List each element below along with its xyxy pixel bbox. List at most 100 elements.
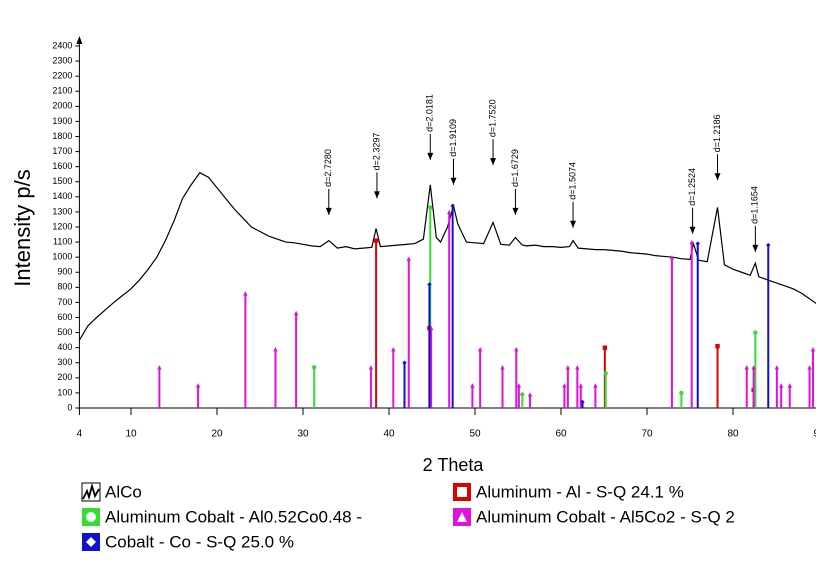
y-tick-label: 2400 xyxy=(52,40,72,50)
y-tick-label: 2200 xyxy=(52,71,72,81)
reference-marker xyxy=(428,205,433,210)
annotation-label: d=2.0181 xyxy=(425,94,435,132)
y-tick-label: 900 xyxy=(57,267,72,277)
x-axis-title: 2 Theta xyxy=(423,455,485,475)
y-tick-label: 0 xyxy=(67,402,72,412)
y-tick-label: 1300 xyxy=(52,206,72,216)
y-tick-label: 1100 xyxy=(53,236,72,246)
x-tick-label: 70 xyxy=(641,429,653,440)
reference-marker xyxy=(751,365,756,370)
y-tick-label: 1500 xyxy=(52,176,72,186)
y-tick-label: 2000 xyxy=(52,101,72,111)
reference-marker xyxy=(578,383,583,388)
reference-marker xyxy=(520,392,525,397)
annotation-label: d=2.7280 xyxy=(323,149,333,187)
x-tick-label: 10 xyxy=(125,429,137,440)
annotation-label: d=1.5074 xyxy=(567,162,577,200)
annotation-label: d=1.2524 xyxy=(687,168,697,206)
y-tick-label: 1600 xyxy=(52,161,72,171)
x-tick-label: 80 xyxy=(727,429,739,440)
reference-marker xyxy=(450,203,455,209)
y-tick-label: 1900 xyxy=(52,116,72,126)
y-tick-label: 2300 xyxy=(52,55,72,65)
legend-label: Aluminum Cobalt - Al0.52Co0.48 - xyxy=(105,507,362,526)
reference-marker xyxy=(689,239,694,245)
reference-marker xyxy=(293,310,299,316)
y-tick-label: 100 xyxy=(57,387,72,397)
reference-marker xyxy=(477,346,483,352)
y-tick-label: 1200 xyxy=(52,221,72,231)
annotation-label: d=2.3297 xyxy=(371,133,381,171)
reference-marker xyxy=(669,254,675,260)
reference-marker xyxy=(273,346,278,352)
y-tick-label: 1700 xyxy=(52,146,72,156)
annotation-label: d=1.2186 xyxy=(712,114,722,152)
annotation-arrowhead xyxy=(373,191,380,199)
reference-marker xyxy=(602,345,608,350)
reference-marker xyxy=(603,371,608,376)
annotation-arrowhead xyxy=(752,244,759,252)
y-tick-label: 1000 xyxy=(52,252,72,262)
annotation-label: d=1.1654 xyxy=(750,186,760,224)
y-tick-label: 300 xyxy=(57,357,72,367)
legend-label: AlCo xyxy=(105,482,142,501)
y-axis-title: Intensity p/s xyxy=(10,169,35,286)
annotation-label: d=1.6729 xyxy=(510,149,520,187)
reference-marker xyxy=(810,346,816,352)
reference-marker xyxy=(679,390,684,396)
y-tick-label: 1800 xyxy=(52,131,72,141)
reference-marker xyxy=(500,365,505,370)
reference-marker xyxy=(470,383,475,388)
x-tick-label: 40 xyxy=(383,429,395,440)
x-tick-label: 30 xyxy=(297,429,309,440)
annotation-arrowhead xyxy=(427,152,434,160)
reference-marker xyxy=(368,365,374,370)
legend-icon-symbol xyxy=(86,512,96,522)
reference-marker xyxy=(562,383,567,388)
reference-marker xyxy=(565,365,571,370)
y-tick-label: 700 xyxy=(57,297,72,307)
reference-marker xyxy=(715,343,720,349)
reference-marker xyxy=(695,241,700,246)
reference-marker xyxy=(391,346,396,352)
annotation-arrowhead xyxy=(325,207,332,215)
reference-marker xyxy=(516,383,522,388)
reference-marker xyxy=(311,365,317,370)
reference-marker xyxy=(778,383,784,388)
legend-label: Aluminum - Al - S-Q 24.1 % xyxy=(476,482,684,501)
annotation-arrowhead xyxy=(714,173,721,181)
x-tick-label: 50 xyxy=(469,429,481,440)
legend-icon-line xyxy=(82,482,100,501)
y-tick-label: 1400 xyxy=(52,191,72,201)
annotation-arrowhead xyxy=(512,207,519,215)
y-tick-label: 800 xyxy=(57,282,72,292)
legend-label: Cobalt - Co - S-Q 25.0 % xyxy=(105,532,294,551)
reference-marker xyxy=(406,256,411,261)
reference-marker xyxy=(402,360,407,365)
y-tick-label: 600 xyxy=(57,312,72,322)
reference-marker xyxy=(580,399,585,405)
reference-marker xyxy=(514,346,519,352)
reference-marker xyxy=(787,383,792,388)
legend-icon-symbol xyxy=(457,487,467,497)
annotation-arrowhead xyxy=(570,220,577,228)
y-tick-label: 400 xyxy=(57,342,72,352)
reference-marker xyxy=(447,209,452,215)
annotation-label: d=1.7520 xyxy=(487,99,497,137)
reference-marker xyxy=(427,282,432,287)
x-tick-label: 60 xyxy=(555,429,567,440)
legend-icon-symbol xyxy=(86,537,96,547)
y-tick-label: 200 xyxy=(57,372,72,382)
annotation-arrowhead xyxy=(450,177,457,185)
reference-marker xyxy=(593,383,598,388)
reference-marker xyxy=(774,365,780,370)
x-tick-label: 90 xyxy=(813,429,816,440)
annotation-label: d=1.9109 xyxy=(448,119,458,157)
y-tick-label: 2100 xyxy=(52,86,72,96)
reference-marker xyxy=(766,242,771,248)
pattern-line xyxy=(78,171,816,341)
x-tick-label: 20 xyxy=(211,429,223,440)
legend-label: Aluminum Cobalt - Al5Co2 - S-Q 2 xyxy=(476,507,735,526)
